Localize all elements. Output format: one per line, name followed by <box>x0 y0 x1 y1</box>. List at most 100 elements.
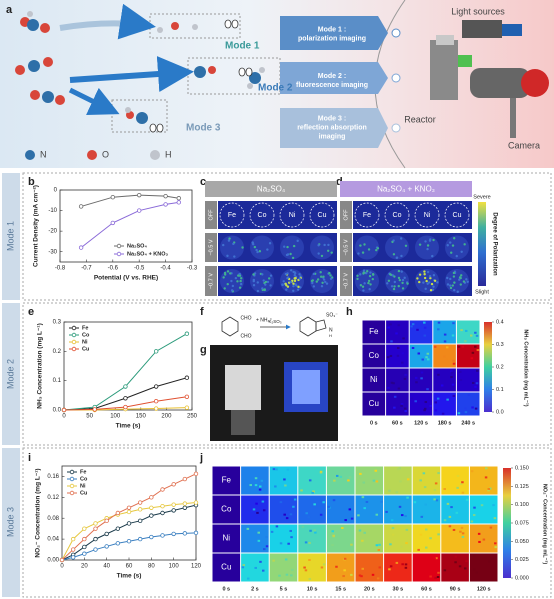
heat-speckle <box>456 486 459 489</box>
electrode-outline <box>249 202 275 228</box>
heat-speckle <box>258 485 262 488</box>
speckle <box>431 254 434 258</box>
speckle <box>256 250 259 254</box>
heat-cell <box>355 553 384 582</box>
heat-speckle <box>363 507 366 510</box>
heat-speckle <box>332 499 336 502</box>
heat-speckle <box>460 329 463 332</box>
heat-speckle <box>435 557 438 560</box>
heat-speckle <box>423 326 427 329</box>
heat-speckle <box>254 477 258 480</box>
speckle <box>362 269 366 272</box>
heat-speckle <box>307 516 311 519</box>
heat-cell <box>469 553 498 582</box>
x-tick-label: 0 <box>60 564 64 570</box>
speckle <box>282 280 285 283</box>
heat-speckle <box>464 411 468 414</box>
speckle <box>359 273 362 276</box>
heat-speckle <box>485 467 488 470</box>
panel-label: b <box>28 176 35 188</box>
heat-speckle <box>396 354 400 357</box>
electrode <box>250 269 274 293</box>
heat-speckle <box>249 484 253 487</box>
heat-cell <box>384 553 412 582</box>
speckle <box>401 287 405 290</box>
y-axis-label: Current Density (mA cm⁻²) <box>33 185 40 267</box>
heat-speckle <box>425 356 428 359</box>
heat-speckle <box>450 506 453 509</box>
speckle <box>324 280 327 284</box>
heat-speckle <box>335 565 338 568</box>
speckle <box>416 277 419 280</box>
heat-cell <box>362 320 386 344</box>
heat-speckle <box>348 476 352 479</box>
speckle <box>367 279 371 283</box>
legend-marker <box>116 243 122 249</box>
data-point <box>182 476 188 482</box>
speckle <box>293 271 297 275</box>
speckle <box>418 280 421 284</box>
heat-speckle <box>420 371 424 374</box>
heat-speckle <box>290 574 293 577</box>
heat-speckle <box>275 468 278 471</box>
data-point <box>70 536 76 542</box>
heat-speckle <box>452 322 455 325</box>
heat-speckle <box>464 407 467 410</box>
metal-label: Ni <box>424 212 431 219</box>
speckle <box>424 287 427 291</box>
heat-speckle <box>241 566 245 569</box>
y-tick-label: 0.08 <box>47 516 59 522</box>
heat-speckle <box>465 498 469 501</box>
heat-speckle <box>320 499 323 502</box>
speckle <box>401 281 404 285</box>
speckle <box>261 273 264 276</box>
panel-label: c <box>200 176 206 188</box>
row-label: Fe <box>369 327 379 336</box>
x-axis-label: Time (s) <box>117 573 142 580</box>
data-point <box>193 500 199 505</box>
speckle <box>423 276 427 280</box>
speckle <box>366 270 369 273</box>
speckle <box>296 288 300 291</box>
speckle <box>329 277 333 280</box>
row-label: Co <box>369 351 380 360</box>
speckle <box>264 283 267 286</box>
heat-speckle <box>423 321 426 324</box>
data-point <box>110 194 115 200</box>
y-tick-label: 0.00 <box>47 558 59 564</box>
heat-speckle <box>259 560 262 563</box>
speckle <box>234 276 238 280</box>
heat-speckle <box>312 490 315 493</box>
heat-speckle <box>474 331 477 334</box>
data-point <box>78 204 84 209</box>
speckle <box>237 274 240 277</box>
data-point <box>184 405 190 410</box>
data-point <box>92 407 97 412</box>
legend-label: Cu <box>80 490 87 496</box>
heat-speckle <box>422 472 426 475</box>
speckle <box>392 239 395 242</box>
data-point <box>61 407 67 413</box>
heat-speckle <box>419 533 423 536</box>
colorbar <box>484 322 492 412</box>
heat-speckle <box>423 409 426 412</box>
y-tick-label: 0.04 <box>47 537 59 543</box>
heat-speckle <box>309 529 312 532</box>
heat-speckle <box>475 334 479 337</box>
speckle <box>359 244 362 247</box>
speckle <box>289 280 292 284</box>
data-point <box>193 530 199 536</box>
heat-speckle <box>332 535 336 538</box>
row-tag <box>205 266 217 296</box>
speckle <box>256 289 260 293</box>
speckle <box>428 281 431 284</box>
y-tick-label: -20 <box>48 229 57 235</box>
chem-text: K₂SO₃ <box>268 319 281 324</box>
speckle <box>312 272 316 276</box>
heat-speckle <box>374 469 378 472</box>
data-point <box>123 384 128 389</box>
speckle <box>296 239 299 243</box>
speckle <box>266 248 269 251</box>
heat-speckle <box>404 566 408 569</box>
legend-label: Fe <box>80 469 86 475</box>
